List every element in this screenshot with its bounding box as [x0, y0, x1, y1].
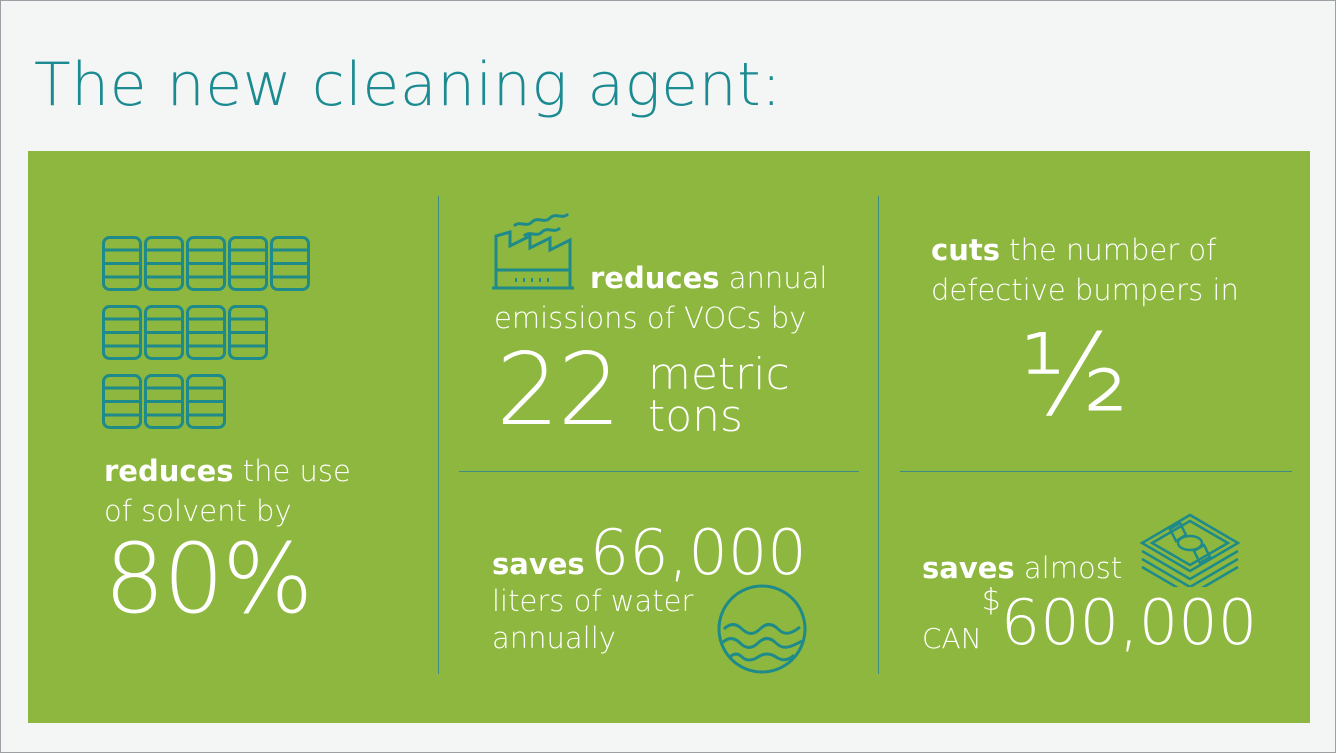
divider-middle-horizontal	[459, 471, 859, 472]
solvent-line2: of solvent by	[104, 494, 292, 528]
solvent-bold-verb: reduces	[104, 454, 234, 488]
money-amount-row: CAN $600,000	[922, 583, 1257, 659]
water-line2: liters of water	[492, 584, 694, 618]
solvent-value: 80%	[104, 523, 313, 635]
water-icon	[717, 584, 807, 674]
money-value: 600,000	[1000, 586, 1258, 659]
money-currency: CAN	[922, 622, 982, 655]
divider-left	[438, 196, 439, 674]
defects-line1: cuts the number of	[931, 233, 1216, 267]
vocs-line1-rest: annual	[719, 261, 828, 295]
money-stack-icon	[1139, 513, 1241, 587]
solvent-line1-rest: the use	[233, 454, 351, 488]
divider-right	[878, 196, 879, 674]
divider-right-horizontal	[900, 471, 1292, 472]
money-line1: saves almost	[922, 551, 1122, 585]
defects-value: ½	[1020, 311, 1129, 441]
defects-line2: defective bumpers in	[931, 273, 1239, 307]
vocs-value: 22	[496, 331, 621, 448]
solvent-line1: reduces the use	[104, 454, 351, 488]
barrels-icon	[102, 236, 310, 429]
water-line3: annually	[492, 621, 616, 655]
water-value: 66,000	[589, 516, 807, 589]
vocs-bold-verb: reduces	[590, 261, 720, 295]
money-bold-verb: saves	[922, 551, 1015, 585]
money-line1-rest: almost	[1014, 551, 1123, 585]
stats-panel: reduces the use of solvent by 80% reduce…	[28, 151, 1310, 723]
money-symbol: $	[981, 583, 1001, 618]
factory-icon	[492, 212, 574, 290]
defects-bold-verb: cuts	[931, 233, 1000, 267]
defects-line1-rest: the number of	[999, 233, 1217, 267]
vocs-unit-line2: tons	[648, 391, 743, 442]
page-title: The new cleaning agent:	[34, 50, 782, 120]
vocs-line1: reduces annual	[590, 261, 827, 295]
vocs-unit-line1: metric	[648, 349, 790, 400]
vocs-line2: emissions of VOCs by	[494, 301, 807, 335]
water-line1: saves 66,000	[492, 516, 807, 589]
water-bold-verb: saves	[492, 547, 585, 581]
